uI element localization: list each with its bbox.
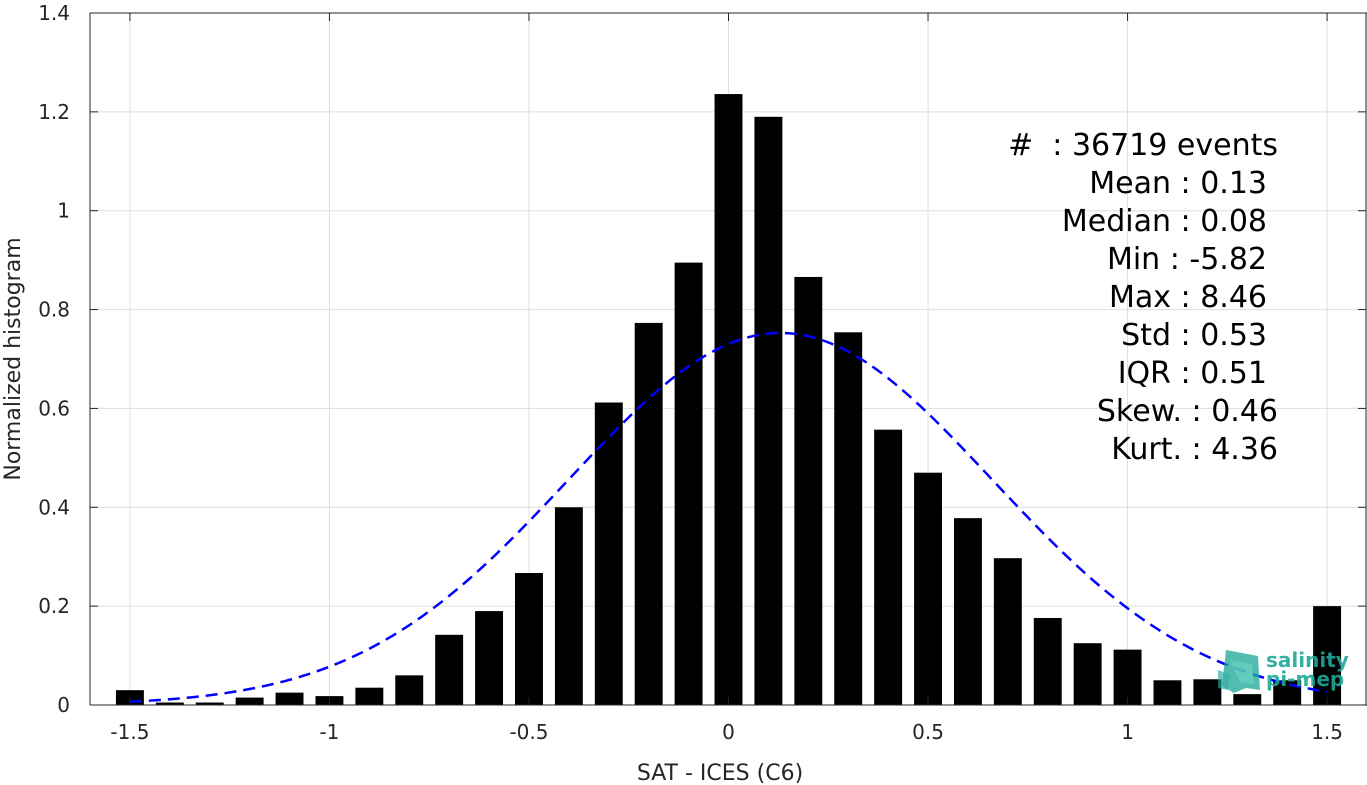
histogram-bar	[395, 675, 424, 705]
histogram-bar	[594, 402, 623, 705]
histogram-bars	[115, 94, 1342, 706]
stat-events: # : 36719 events	[1008, 128, 1278, 163]
stat-std: Std : 0.53	[1121, 318, 1267, 353]
histogram-bar	[953, 518, 982, 705]
y-tick-label: 1	[57, 199, 70, 223]
stat-iqr: IQR : 0.51	[1118, 356, 1267, 391]
y-tick-label: 0.6	[38, 396, 70, 420]
histogram-bar	[634, 322, 663, 705]
y-tick-label: 0.2	[38, 594, 70, 618]
x-axis-ticks: -1.5 -1 -0.5 0 0.5 1 1.5	[110, 13, 1343, 744]
stats-annotation: # : 36719 events Mean : 0.13 Median : 0.…	[1008, 128, 1278, 467]
histogram-bar	[475, 611, 504, 705]
stat-mean: Mean : 0.13	[1089, 166, 1267, 201]
x-tick-label: -0.5	[509, 720, 548, 744]
y-tick-label: 0.8	[38, 298, 70, 322]
histogram-bar	[355, 687, 384, 705]
y-axis-ticks: 0 0.2 0.4 0.6 0.8 1 1.2 1.4	[38, 1, 1366, 717]
y-tick-label: 1.4	[38, 1, 70, 25]
histogram-bar	[515, 573, 543, 705]
histogram-bar	[834, 332, 863, 705]
histogram-bar	[1313, 606, 1342, 705]
logo-wave-icon	[1218, 650, 1260, 693]
histogram-bar	[674, 262, 703, 705]
x-axis-label: SAT - ICES (C6)	[637, 761, 803, 785]
x-tick-label: 1.5	[1311, 720, 1343, 744]
x-tick-label: 1	[1121, 720, 1134, 744]
logo-text-line2: pi-mep	[1266, 667, 1344, 691]
y-tick-label: 1.2	[38, 100, 70, 124]
histogram-bar	[275, 692, 304, 705]
histogram-bar	[1073, 643, 1102, 705]
y-tick-label: 0	[57, 693, 70, 717]
histogram-bar	[1233, 694, 1262, 705]
stat-kurt: Kurt. : 4.36	[1111, 432, 1278, 467]
histogram-bar	[993, 558, 1022, 705]
stat-skew: Skew. : 0.46	[1097, 394, 1278, 429]
histogram-bar	[714, 94, 743, 705]
histogram-bar	[554, 507, 583, 705]
histogram-bar	[435, 634, 464, 705]
logo-text-line1: salinity	[1266, 648, 1349, 672]
x-tick-label: -1.5	[110, 720, 149, 744]
x-tick-label: -1	[319, 720, 339, 744]
y-axis-label: Normalized histogram	[1, 237, 26, 480]
histogram-bar	[1153, 680, 1182, 705]
salinity-logo: salinity pi-mep	[1218, 648, 1349, 693]
stat-min: Min : -5.82	[1107, 242, 1267, 277]
stat-median: Median : 0.08	[1062, 204, 1267, 239]
histogram-bar	[754, 116, 783, 706]
normal-fit-curve	[129, 331, 1328, 703]
histogram-bar	[235, 697, 264, 705]
histogram-bar	[1033, 618, 1062, 705]
histogram-bar	[195, 702, 224, 705]
y-tick-label: 0.4	[38, 495, 70, 519]
stat-max: Max : 8.46	[1109, 280, 1267, 315]
histogram-bar	[155, 702, 184, 705]
histogram-bar	[914, 472, 942, 705]
histogram-bar	[1193, 679, 1222, 705]
histogram-bar	[1113, 649, 1142, 705]
histogram-bar	[794, 276, 823, 705]
histogram-bar	[1273, 680, 1302, 705]
histogram-bar	[874, 429, 903, 705]
x-tick-label: 0.5	[912, 720, 944, 744]
x-tick-label: 0	[722, 720, 735, 744]
